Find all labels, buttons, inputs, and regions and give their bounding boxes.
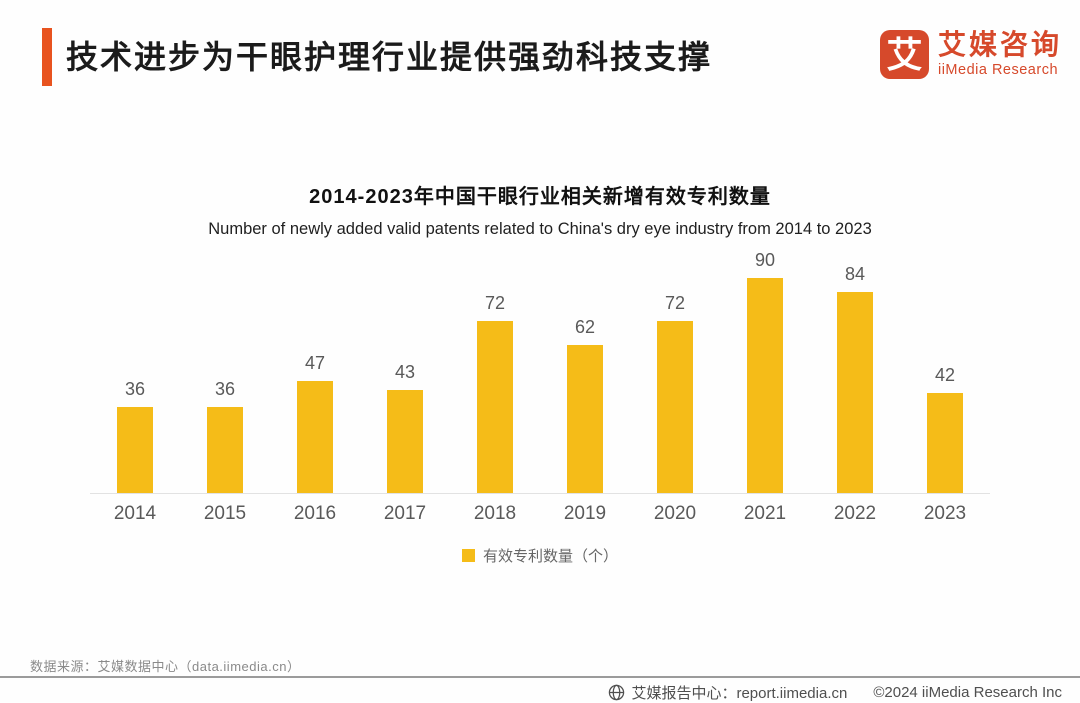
bar	[657, 321, 693, 493]
iimedia-logo: 艾 艾媒咨询 iiMedia Research	[879, 29, 1062, 79]
x-axis-label: 2015	[203, 503, 247, 524]
bar	[117, 407, 153, 493]
bar-value-label: 90	[754, 250, 776, 270]
bar-column: 43	[360, 245, 450, 493]
bar-column: 42	[900, 245, 990, 493]
bar	[567, 345, 603, 493]
bar	[207, 407, 243, 493]
footer-right: 艾媒报告中心：report.iimedia.cn ©2024 iiMedia R…	[608, 682, 1062, 703]
report-center-link: 艾媒报告中心：report.iimedia.cn	[608, 682, 847, 703]
logo-name-en: iiMedia Research	[937, 61, 1059, 78]
footer-divider	[0, 676, 1080, 678]
x-axis-label: 2020	[653, 503, 697, 524]
bar-column: 90	[720, 245, 810, 493]
bar-column: 47	[270, 245, 360, 493]
report-center-text: 艾媒报告中心：report.iimedia.cn	[631, 685, 848, 702]
bar	[297, 381, 333, 493]
x-axis: 2014 2015 2016 2017 2018 2019 2020 2021 2022 2023	[90, 493, 990, 525]
bar-column: 84	[810, 245, 900, 493]
logo-text: 艾媒咨询 iiMedia Research	[937, 29, 1062, 78]
chart-title: 2014-2023年中国干眼行业相关新增有效专利数量	[309, 186, 771, 208]
bar-chart: 2014-2023年中国干眼行业相关新增有效专利数量 Number of new…	[90, 180, 990, 566]
bar-plot: 36 36 47 43 72 62 72 90 84 42	[90, 245, 990, 493]
x-axis-label: 2023	[923, 503, 967, 524]
bar-column: 72	[630, 245, 720, 493]
globe-icon	[608, 684, 625, 701]
bar	[387, 390, 423, 493]
legend-label: 有效专利数量（个）	[482, 548, 618, 565]
bar-value-label: 43	[394, 362, 416, 382]
bar-value-label: 72	[484, 293, 506, 313]
bar-column: 72	[450, 245, 540, 493]
bar	[477, 321, 513, 493]
page-title: 技术进步为干眼护理行业提供强劲科技支撑	[66, 39, 713, 75]
bar-value-label: 72	[664, 293, 686, 313]
x-axis-label: 2022	[833, 503, 877, 524]
x-axis-label: 2018	[473, 503, 517, 524]
x-axis-label: 2014	[113, 503, 157, 524]
bar-column: 62	[540, 245, 630, 493]
x-axis-label: 2017	[383, 503, 427, 524]
logo-name-cn: 艾媒咨询	[937, 29, 1062, 60]
legend-swatch	[461, 549, 475, 562]
bar-value-label: 84	[844, 264, 866, 284]
title-accent-bar	[42, 28, 52, 86]
bar-column: 36	[180, 245, 270, 493]
chart-legend: 有效专利数量（个）	[90, 545, 990, 566]
x-axis-label: 2016	[293, 503, 337, 524]
data-source-note: 数据来源：艾媒数据中心（data.iimedia.cn）	[30, 659, 301, 674]
bar	[747, 278, 783, 493]
iimedia-logo-icon: 艾	[879, 30, 929, 79]
bar-value-label: 36	[214, 379, 236, 399]
bar-column: 36	[90, 245, 180, 493]
x-axis-label: 2019	[563, 503, 607, 524]
bar-value-label: 47	[304, 353, 326, 373]
bar-value-label: 36	[124, 379, 146, 399]
chart-subtitle: Number of newly added valid patents rela…	[208, 220, 872, 238]
bar-value-label: 42	[934, 365, 956, 385]
bar	[927, 393, 963, 493]
bar-value-label: 62	[574, 317, 596, 337]
bar	[837, 292, 873, 493]
x-axis-label: 2021	[743, 503, 787, 524]
copyright-text: ©2024 iiMedia Research Inc	[873, 684, 1062, 701]
